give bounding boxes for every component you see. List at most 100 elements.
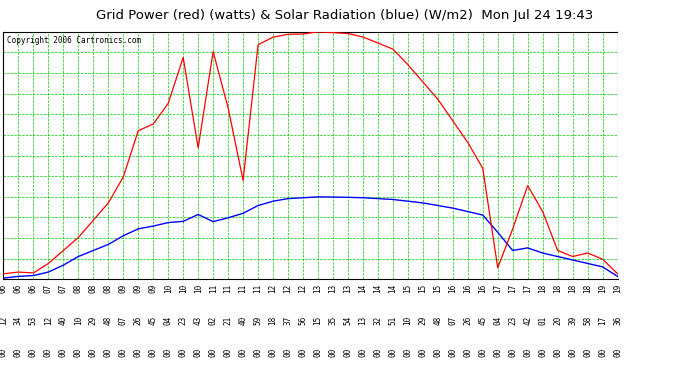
Text: 00: 00	[433, 347, 442, 357]
Text: 00: 00	[523, 347, 532, 357]
Text: 00: 00	[119, 347, 128, 357]
Text: 07: 07	[59, 284, 68, 293]
Text: 14: 14	[373, 284, 382, 293]
Text: 43: 43	[194, 316, 203, 325]
Text: Grid Power (red) (watts) & Solar Radiation (blue) (W/m2)  Mon Jul 24 19:43: Grid Power (red) (watts) & Solar Radiati…	[97, 9, 593, 22]
Text: 08: 08	[74, 284, 83, 293]
Text: 17: 17	[493, 284, 502, 293]
Text: 06: 06	[14, 284, 23, 293]
Text: 00: 00	[239, 347, 248, 357]
Text: 18: 18	[568, 284, 577, 293]
Text: 06: 06	[0, 284, 8, 293]
Text: 10: 10	[404, 316, 413, 325]
Text: 00: 00	[149, 347, 158, 357]
Text: 00: 00	[208, 347, 217, 357]
Text: 00: 00	[224, 347, 233, 357]
Text: 00: 00	[553, 347, 562, 357]
Text: 11: 11	[208, 284, 217, 293]
Text: 40: 40	[239, 316, 248, 325]
Text: 19: 19	[613, 284, 622, 293]
Text: 21: 21	[224, 316, 233, 325]
Text: 00: 00	[0, 347, 8, 357]
Text: 15: 15	[404, 284, 413, 293]
Text: 10: 10	[179, 284, 188, 293]
Text: 13: 13	[313, 284, 322, 293]
Text: 12: 12	[268, 284, 277, 293]
Text: 00: 00	[194, 347, 203, 357]
Text: 00: 00	[344, 347, 353, 357]
Text: 00: 00	[404, 347, 413, 357]
Text: 13: 13	[358, 316, 367, 325]
Text: 16: 16	[448, 284, 457, 293]
Text: 17: 17	[523, 284, 532, 293]
Text: 00: 00	[284, 347, 293, 357]
Text: 14: 14	[388, 284, 397, 293]
Text: 06: 06	[29, 284, 38, 293]
Text: 20: 20	[553, 316, 562, 325]
Text: 12: 12	[0, 316, 8, 325]
Text: 00: 00	[59, 347, 68, 357]
Text: 13: 13	[344, 284, 353, 293]
Text: 42: 42	[523, 316, 532, 325]
Text: 07: 07	[44, 284, 53, 293]
Text: 12: 12	[44, 316, 53, 325]
Text: 53: 53	[29, 316, 38, 325]
Text: 00: 00	[493, 347, 502, 357]
Text: 32: 32	[373, 316, 382, 325]
Text: 29: 29	[89, 316, 98, 325]
Text: 26: 26	[134, 316, 143, 325]
Text: 29: 29	[418, 316, 427, 325]
Text: 18: 18	[583, 284, 592, 293]
Text: 00: 00	[268, 347, 277, 357]
Text: 15: 15	[313, 316, 322, 325]
Text: 39: 39	[568, 316, 577, 325]
Text: 23: 23	[179, 316, 188, 325]
Text: 12: 12	[284, 284, 293, 293]
Text: 00: 00	[448, 347, 457, 357]
Text: 58: 58	[583, 316, 592, 325]
Text: 00: 00	[74, 347, 83, 357]
Text: 00: 00	[328, 347, 337, 357]
Text: 00: 00	[568, 347, 577, 357]
Text: 00: 00	[14, 347, 23, 357]
Text: 59: 59	[254, 316, 263, 325]
Text: 17: 17	[509, 284, 518, 293]
Text: 08: 08	[104, 284, 112, 293]
Text: 45: 45	[478, 316, 487, 325]
Text: 00: 00	[463, 347, 472, 357]
Text: 00: 00	[358, 347, 367, 357]
Text: 18: 18	[553, 284, 562, 293]
Text: 00: 00	[134, 347, 143, 357]
Text: 07: 07	[119, 316, 128, 325]
Text: 10: 10	[164, 284, 172, 293]
Text: 54: 54	[344, 316, 353, 325]
Text: 14: 14	[358, 284, 367, 293]
Text: 04: 04	[164, 316, 172, 325]
Text: 07: 07	[448, 316, 457, 325]
Text: 09: 09	[134, 284, 143, 293]
Text: 34: 34	[14, 316, 23, 325]
Text: 00: 00	[613, 347, 622, 357]
Text: 56: 56	[299, 316, 308, 325]
Text: 40: 40	[59, 316, 68, 325]
Text: 00: 00	[418, 347, 427, 357]
Text: 00: 00	[478, 347, 487, 357]
Text: 00: 00	[388, 347, 397, 357]
Text: 00: 00	[598, 347, 607, 357]
Text: 00: 00	[179, 347, 188, 357]
Text: 11: 11	[239, 284, 248, 293]
Text: 10: 10	[194, 284, 203, 293]
Text: 48: 48	[104, 316, 112, 325]
Text: 37: 37	[284, 316, 293, 325]
Text: 36: 36	[613, 316, 622, 325]
Text: 09: 09	[119, 284, 128, 293]
Text: 00: 00	[89, 347, 98, 357]
Text: 16: 16	[478, 284, 487, 293]
Text: 02: 02	[208, 316, 217, 325]
Text: 00: 00	[583, 347, 592, 357]
Text: 00: 00	[509, 347, 518, 357]
Text: 13: 13	[328, 284, 337, 293]
Text: 26: 26	[463, 316, 472, 325]
Text: 00: 00	[164, 347, 172, 357]
Text: 12: 12	[299, 284, 308, 293]
